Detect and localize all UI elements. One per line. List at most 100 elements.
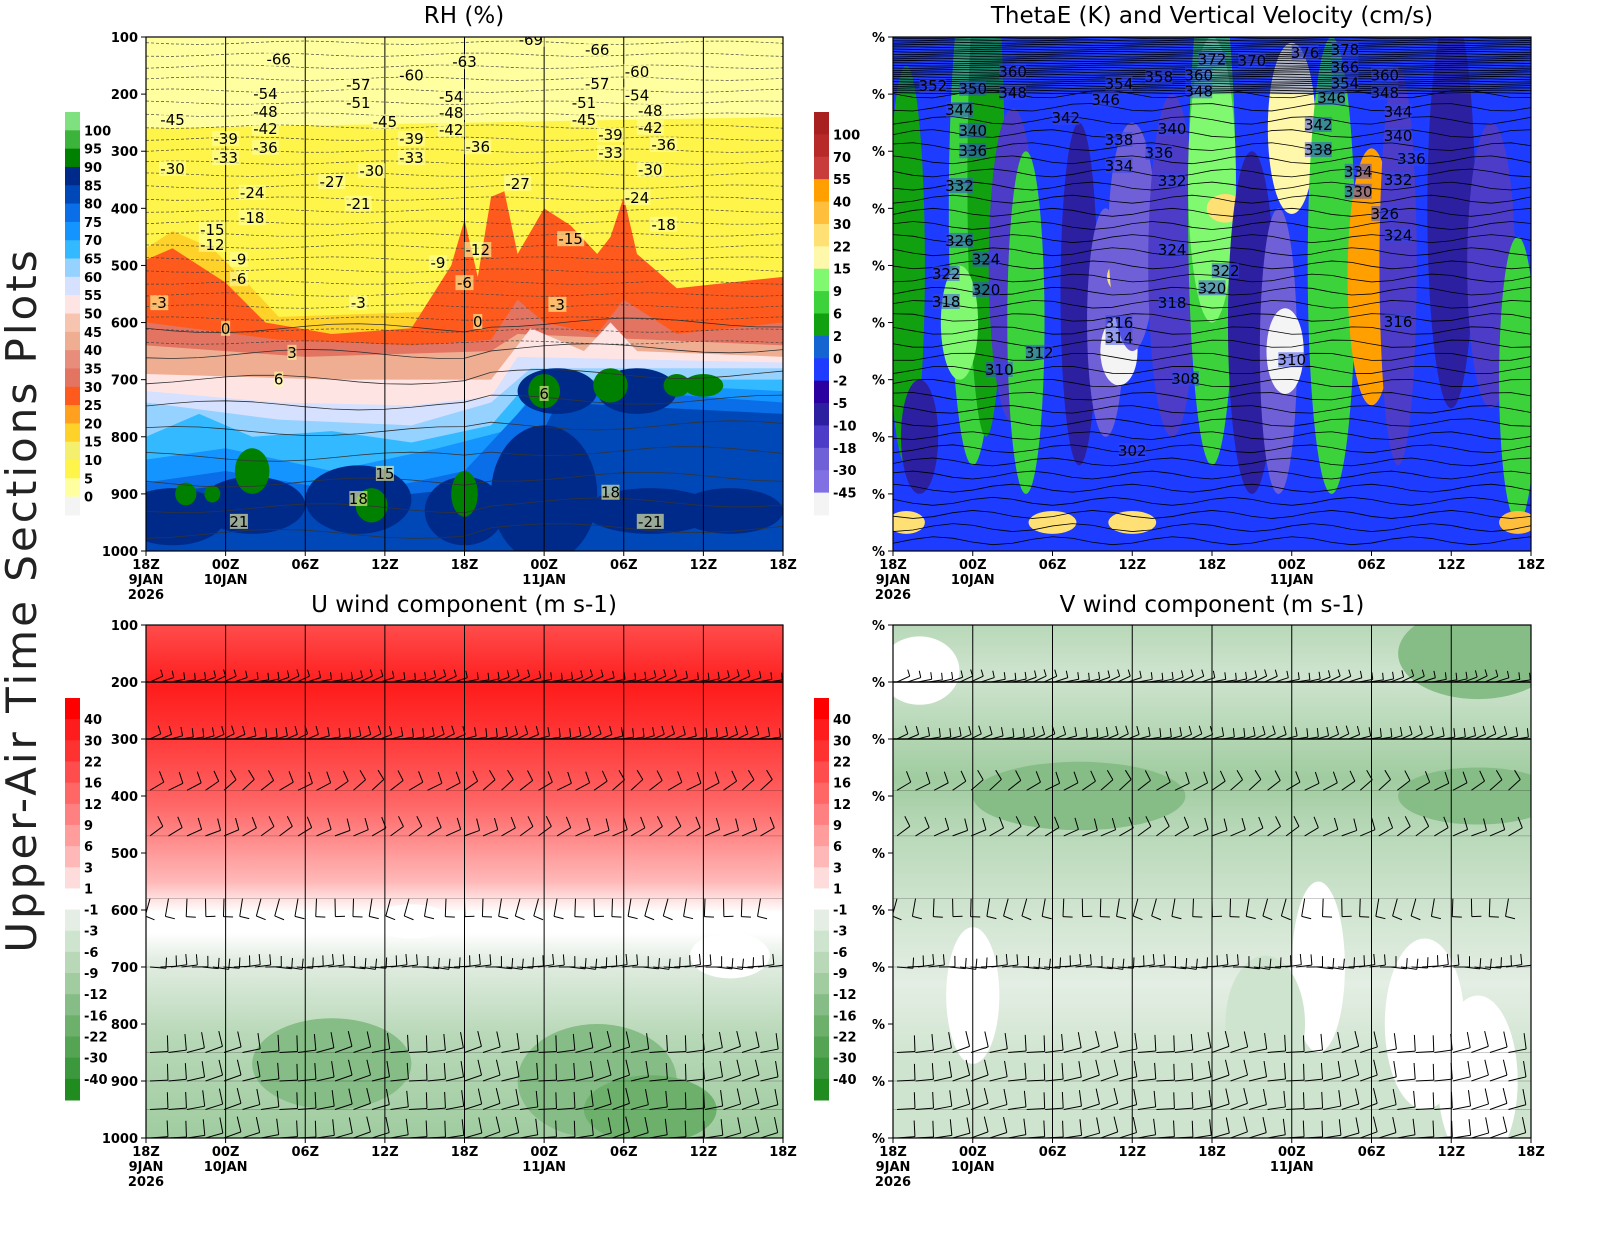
- x-tick-date: 10JAN: [951, 1160, 995, 1175]
- x-tick-label: 06Z: [291, 558, 319, 573]
- colorbar-label: -30: [833, 464, 857, 479]
- y-tick-label: 700: [111, 374, 138, 389]
- colorbar-label: 35: [84, 362, 102, 377]
- colorbar-swatch: [814, 179, 829, 202]
- panel-0: -66-63-69-66-60-60-57-57-54-54-54-51-51-…: [65, 31, 797, 603]
- x-tick-date: 11JAN: [522, 1160, 566, 1175]
- wind-barb-flag: [167, 1035, 168, 1051]
- wind-barb-flag: [315, 1121, 316, 1137]
- x-tick-date: 11JAN: [522, 573, 566, 588]
- wind-barb-flag: [1192, 1121, 1193, 1137]
- contour-label: 310: [985, 361, 1014, 379]
- colorbar-label: -9: [833, 967, 847, 982]
- contour-label: -21: [346, 195, 371, 213]
- fill-region: [1398, 768, 1558, 825]
- contour-label: 330: [1344, 183, 1373, 201]
- y-tick-label: 500: [111, 847, 138, 862]
- wind-barb-flag: [1304, 1064, 1305, 1080]
- colorbar-swatch: [65, 185, 80, 204]
- y-tick-label: %: [872, 145, 885, 160]
- colorbar-label: 6: [833, 840, 842, 855]
- x-tick-label: 06Z: [1039, 558, 1067, 573]
- y-tick-label: 200: [111, 88, 138, 103]
- contour-label: -30: [359, 162, 384, 180]
- wind-barb-flag: [297, 1035, 298, 1051]
- contour-label: 342: [1051, 109, 1080, 127]
- x-tick-date: 9JAN: [876, 573, 911, 588]
- colorbar-label: 100: [833, 128, 860, 143]
- wind-barb-flag: [556, 1092, 557, 1108]
- colorbar-swatch: [65, 719, 80, 741]
- colorbar-label: 85: [84, 179, 102, 194]
- colorbar-label: -10: [833, 419, 857, 434]
- colorbar-label: 40: [833, 196, 851, 211]
- y-tick-label: %: [872, 1018, 885, 1033]
- colorbar-label: -22: [84, 1031, 108, 1046]
- contour-label: 360: [1370, 66, 1399, 84]
- colorbar-label: 3: [84, 861, 93, 876]
- contour-label: -27: [505, 175, 530, 193]
- contour-label: 338: [1304, 141, 1333, 159]
- wind-barb-flag: [426, 1092, 427, 1108]
- plot-area: [145, 625, 784, 1144]
- colorbar-label: 2: [833, 330, 842, 345]
- y-tick-label: 100: [111, 31, 138, 46]
- contour-label: -42: [439, 121, 464, 139]
- contour-label: -51: [346, 94, 371, 112]
- contour-label: 318: [932, 293, 961, 311]
- colorbar-label: 6: [833, 308, 842, 323]
- colorbar-swatch: [65, 973, 80, 995]
- y-tick-label: %: [872, 790, 885, 805]
- thetae-panel-title: ThetaE (K) and Vertical Velocity (cm/s): [990, 3, 1433, 29]
- wind-barb-flag: [914, 1064, 915, 1080]
- wind-barb-staff: [223, 899, 224, 917]
- contour-label: -39: [399, 130, 424, 148]
- wind-barb-flag: [1433, 1035, 1434, 1051]
- fill-region: [1029, 511, 1077, 534]
- x-tick-label: 12Z: [1118, 1145, 1146, 1160]
- colorbar-label: 20: [84, 417, 102, 432]
- contour-label: 336: [958, 142, 987, 160]
- wind-barb-flag: [445, 1121, 446, 1137]
- colorbar-label: -12: [84, 988, 108, 1003]
- colorbar-swatch: [65, 867, 80, 889]
- contour-label: 342: [1304, 116, 1333, 134]
- contour-label: 346: [1091, 91, 1120, 109]
- colorbar-label: -22: [833, 1031, 857, 1046]
- colorbar-label: 22: [833, 240, 851, 255]
- x-tick-label: 18Z: [879, 1145, 907, 1160]
- x-tick-label: 18Z: [769, 558, 797, 573]
- y-tick-label: %: [872, 431, 885, 446]
- colorbar-swatch: [65, 1037, 80, 1059]
- x-tick-label: 18Z: [1198, 558, 1226, 573]
- y-tick-label: %: [872, 202, 885, 217]
- wind-barb-flag: [933, 917, 943, 918]
- colorbar-swatch: [65, 952, 80, 974]
- colorbar-swatch: [814, 202, 829, 225]
- colorbar-label: -40: [84, 1073, 108, 1088]
- colorbar-swatch: [65, 240, 80, 259]
- contour-label: 308: [1171, 370, 1200, 388]
- plot-area: -66-63-69-66-60-60-57-57-54-54-54-51-51-…: [119, 31, 783, 563]
- colorbar-label: 70: [833, 151, 851, 166]
- wind-barb-flag: [1489, 917, 1499, 918]
- colorbar-swatch: [814, 314, 829, 337]
- x-tick-label: 18Z: [769, 1145, 797, 1160]
- wind-barb-flag: [575, 917, 585, 918]
- contour-label: -3: [152, 294, 167, 312]
- x-tick-label: 06Z: [610, 1145, 638, 1160]
- colorbar-label: 9: [84, 819, 93, 834]
- colorbar-label: 6: [84, 840, 93, 855]
- x-tick-label: 00Z: [959, 558, 987, 573]
- colorbar-swatch: [814, 493, 829, 516]
- colorbar-swatch: [65, 222, 80, 241]
- contour-label: 348: [1370, 84, 1399, 102]
- colorbar-swatch: [814, 931, 829, 953]
- y-tick-label: 500: [111, 259, 138, 274]
- contour-label: -21: [638, 513, 663, 531]
- contour-label: -9: [430, 254, 445, 272]
- x-tick-label: 12Z: [690, 558, 718, 573]
- colorbar-swatch: [65, 259, 80, 278]
- colorbar-label: -6: [84, 946, 98, 961]
- colorbar-swatch: [65, 910, 80, 932]
